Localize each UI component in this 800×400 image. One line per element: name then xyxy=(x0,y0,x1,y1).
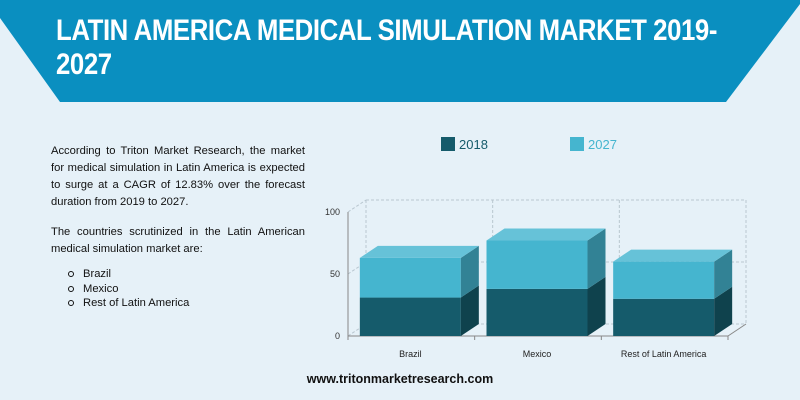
gridline xyxy=(347,323,367,337)
countries-paragraph: The countries scrutinized in the Latin A… xyxy=(51,226,305,255)
bar-2018-brazil-side xyxy=(460,285,479,336)
footer-website: www.tritonmarketresearch.com xyxy=(306,372,494,386)
bar-2027-rest-of-latin-america-side xyxy=(714,249,733,299)
country-list: Brazil Mexico Rest of Latin America xyxy=(50,267,189,311)
legend-label-2018: 2018 xyxy=(459,137,488,152)
country-item-mexico: Mexico xyxy=(50,282,189,297)
bar-2027-mexico-side xyxy=(587,228,606,289)
legend-label-2027: 2027 xyxy=(588,137,617,152)
legend-swatch-2027 xyxy=(570,137,584,151)
x-tick-label: Rest of Latin America xyxy=(621,349,707,359)
bar-2027-brazil xyxy=(359,257,461,298)
bar-2027-brazil-side xyxy=(460,245,479,298)
gridline xyxy=(347,261,367,275)
gridline xyxy=(347,199,367,213)
y-tick-label: 50 xyxy=(330,269,340,279)
bar-2018-rest-of-latin-america xyxy=(613,298,715,336)
legend-swatch-2018 xyxy=(441,137,455,151)
bar-2027-rest-of-latin-america xyxy=(613,261,715,299)
bar-2027-brazil-top xyxy=(359,245,479,258)
country-item-brazil: Brazil xyxy=(50,267,189,282)
bar-2018-mexico-side xyxy=(587,276,606,336)
bar-2018-rest-of-latin-america-side xyxy=(714,286,733,336)
bar-2018-mexico xyxy=(486,288,588,336)
banner-shape xyxy=(0,0,800,102)
bar-2018-brazil xyxy=(359,297,461,336)
bar-2027-mexico xyxy=(486,240,588,289)
x-tick-label: Mexico xyxy=(523,349,552,359)
intro-paragraph: According to Triton Market Research, the… xyxy=(51,145,305,208)
x-axis-depth xyxy=(727,323,747,337)
bar-2027-rest-of-latin-america-top xyxy=(613,249,733,262)
title-banner: LATIN AMERICA MEDICAL SIMULATION MARKET … xyxy=(0,0,800,102)
country-item-rest: Rest of Latin America xyxy=(50,296,189,311)
page-title: LATIN AMERICA MEDICAL SIMULATION MARKET … xyxy=(56,14,718,81)
bar-2027-mexico-top xyxy=(486,228,606,241)
x-tick-label: Brazil xyxy=(399,349,422,359)
y-tick-label: 100 xyxy=(325,207,340,217)
y-tick-label: 0 xyxy=(335,331,340,341)
